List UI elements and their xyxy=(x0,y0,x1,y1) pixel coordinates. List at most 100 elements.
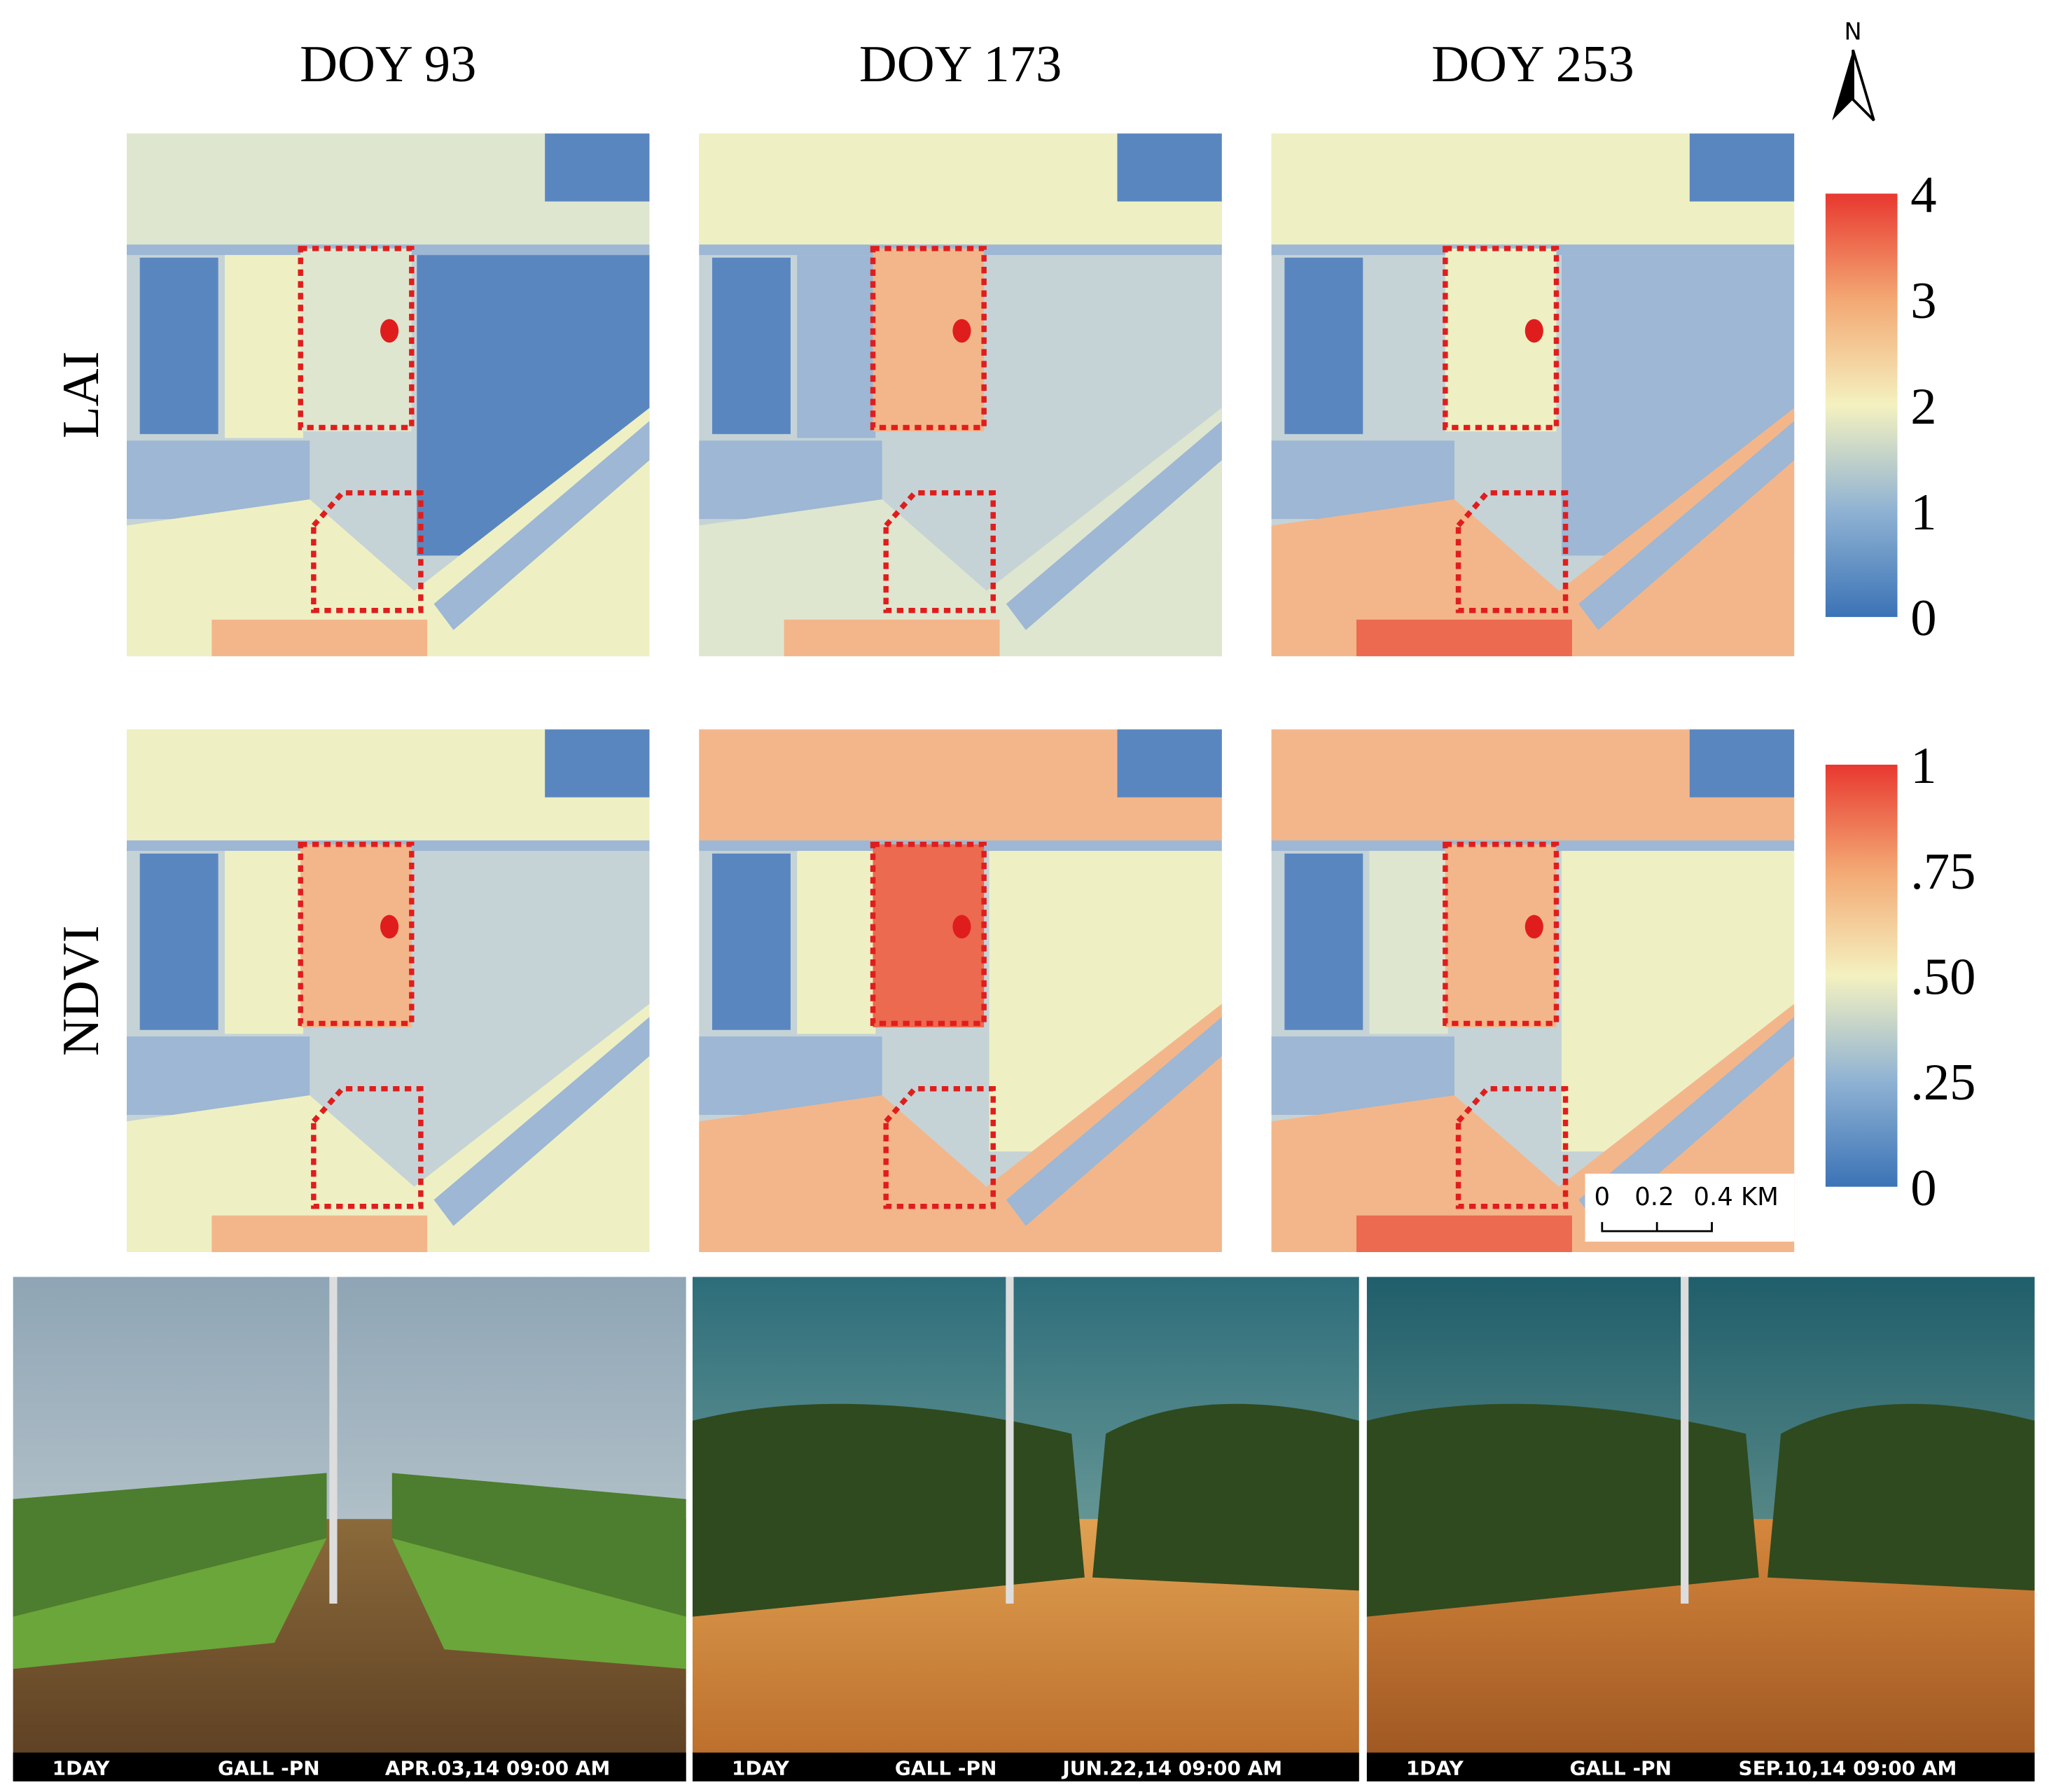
scale-bar xyxy=(1601,1222,1713,1232)
map-field xyxy=(784,619,1000,657)
vine-row xyxy=(693,1403,1085,1617)
map-field xyxy=(1006,1017,1222,1226)
content: DOY 93 DOY 173 DOY 253 LAI NDVI N 0 1 2 3 4 0 .25 .50… xyxy=(13,18,2035,1781)
study-outline xyxy=(870,246,987,431)
caption-bar xyxy=(1366,1752,2035,1781)
vine-row xyxy=(1092,1403,1359,1591)
study-outline xyxy=(311,490,424,613)
column-title: DOY 173 xyxy=(859,35,1062,93)
map-field xyxy=(1689,729,1795,798)
map-field xyxy=(139,853,218,1030)
map-field xyxy=(699,1003,1222,1253)
scale-label: 0.4 KM xyxy=(1693,1183,1778,1211)
map-field xyxy=(1117,729,1222,798)
study-outline xyxy=(1455,490,1569,613)
map-field xyxy=(1284,257,1363,434)
map-field xyxy=(433,1017,650,1226)
map-field xyxy=(211,619,428,657)
study-outline xyxy=(311,1086,424,1209)
map-field xyxy=(139,257,218,434)
tower-point xyxy=(952,319,971,343)
map-field xyxy=(545,729,650,798)
map-field xyxy=(1006,421,1222,630)
map-panel xyxy=(1271,133,1795,657)
map-field xyxy=(127,1003,650,1253)
map-field xyxy=(127,408,650,657)
map-field xyxy=(797,851,876,1034)
colorbar-label: .25 xyxy=(1910,1053,1975,1111)
scale-label: 0 xyxy=(1595,1183,1611,1211)
tower-point xyxy=(1524,319,1543,343)
photo-caption: 1DAY xyxy=(53,1756,111,1779)
photo-caption: APR.03,14 09:00 AM xyxy=(385,1756,610,1779)
vine-row xyxy=(1767,1403,2035,1591)
tower-point xyxy=(380,319,399,343)
colorbar xyxy=(1825,193,1898,618)
map-panel xyxy=(127,133,650,657)
study-outline xyxy=(298,246,415,431)
map-field xyxy=(1369,255,1448,438)
map-field xyxy=(699,408,1222,657)
map-field xyxy=(1271,408,1795,657)
photo-caption: 1DAY xyxy=(732,1756,790,1779)
column-title: DOY 93 xyxy=(300,35,476,93)
tower xyxy=(329,1277,338,1604)
caption-bar xyxy=(693,1752,1359,1781)
tower xyxy=(1006,1277,1014,1604)
colorbar-label: 1 xyxy=(1910,483,1936,541)
map-field xyxy=(1284,853,1363,1030)
colorbar-label: 0 xyxy=(1910,589,1936,647)
tower xyxy=(1681,1277,1689,1604)
colorbar-label: 2 xyxy=(1910,377,1936,436)
vine-row xyxy=(391,1473,686,1617)
map-field xyxy=(712,853,791,1030)
colorbar-label: 1 xyxy=(1910,737,1936,795)
map-field xyxy=(797,255,876,438)
map-field xyxy=(712,257,791,434)
vine-row xyxy=(13,1473,327,1617)
photo-caption: 1DAY xyxy=(1406,1756,1464,1779)
map-field xyxy=(784,1215,1000,1253)
north-arrow xyxy=(1832,50,1854,120)
map-field xyxy=(224,851,303,1034)
map-field xyxy=(1578,421,1795,630)
grass xyxy=(13,1538,686,1669)
photo-caption: GALL -PN xyxy=(1569,1756,1672,1779)
study-outline xyxy=(298,842,415,1027)
row-label: NDVI xyxy=(52,926,110,1057)
tower-point xyxy=(1524,915,1543,939)
map-field xyxy=(1356,619,1572,657)
map-field xyxy=(1689,133,1795,202)
colorbar xyxy=(1825,764,1898,1187)
map-field xyxy=(545,133,650,202)
vine-row xyxy=(1366,1403,1759,1617)
map-field xyxy=(1369,851,1448,1034)
study-outline xyxy=(883,1086,996,1209)
north-label: N xyxy=(1845,18,1862,45)
tower-point xyxy=(952,915,971,939)
tower-point xyxy=(380,915,399,939)
map-panel xyxy=(127,729,650,1253)
photo: 1DAY GALL -PN APR.03,14 09:00 AM xyxy=(13,1277,686,1781)
map-field xyxy=(433,421,650,630)
map-field xyxy=(224,255,303,438)
study-outline xyxy=(883,490,996,613)
photo-caption: SEP.10,14 09:00 AM xyxy=(1739,1756,1957,1779)
study-outline xyxy=(1443,842,1560,1027)
colorbar-label: .75 xyxy=(1910,842,1975,901)
map-panel xyxy=(1271,729,1795,1253)
study-outline xyxy=(1443,246,1560,431)
colorbar-label: 0 xyxy=(1910,1159,1936,1217)
map-field xyxy=(1356,1215,1572,1253)
colorbar-label: 3 xyxy=(1910,272,1936,330)
map-panel xyxy=(699,729,1222,1253)
row-label: LAI xyxy=(52,352,110,438)
map-panel xyxy=(699,133,1222,657)
map-field xyxy=(211,1215,428,1253)
map-field xyxy=(1117,133,1222,202)
photo: 1DAY GALL -PN SEP.10,14 09:00 AM xyxy=(1366,1277,2035,1781)
north-arrow xyxy=(1852,49,1875,122)
caption-bar xyxy=(13,1752,686,1781)
photo-caption: JUN.22,14 09:00 AM xyxy=(1061,1756,1282,1779)
